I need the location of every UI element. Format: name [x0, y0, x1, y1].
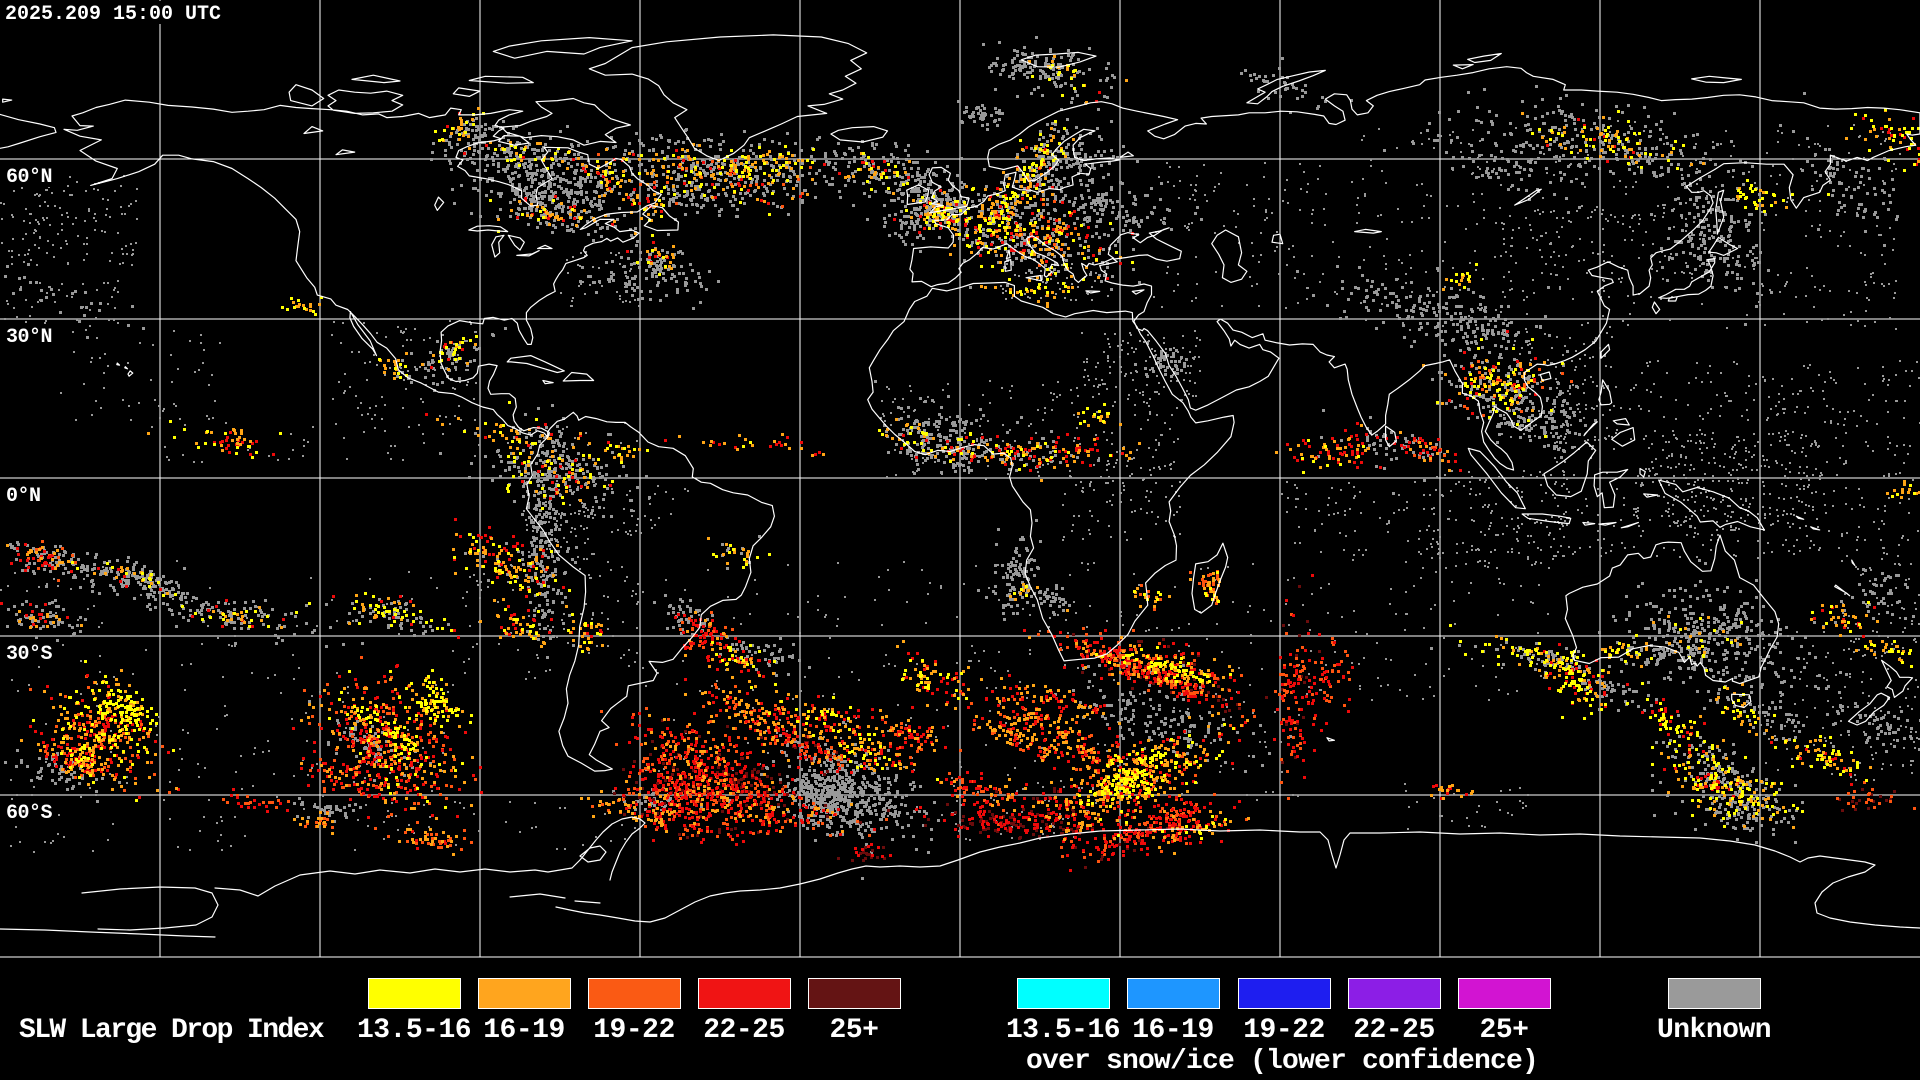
svg-text:60°S: 60°S [6, 802, 53, 825]
svg-text:over snow/ice (lower confidenc: over snow/ice (lower confidence) [1026, 1046, 1538, 1077]
svg-text:22-25: 22-25 [1353, 1015, 1435, 1046]
svg-text:0°N: 0°N [6, 485, 41, 508]
svg-text:30°N: 30°N [6, 326, 52, 349]
svg-text:Unknown: Unknown [1657, 1015, 1771, 1046]
svg-text:2025.209 15:00 UTC: 2025.209 15:00 UTC [5, 3, 221, 26]
svg-text:SLW Large Drop Index: SLW Large Drop Index [19, 1015, 325, 1046]
svg-text:19-22: 19-22 [593, 1015, 675, 1046]
svg-text:25+: 25+ [830, 1015, 879, 1046]
svg-text:19-22: 19-22 [1243, 1015, 1325, 1046]
svg-text:60°N: 60°N [6, 166, 52, 189]
svg-text:25+: 25+ [1480, 1015, 1529, 1046]
svg-text:13.5-16: 13.5-16 [1006, 1015, 1120, 1046]
svg-text:16-19: 16-19 [483, 1015, 565, 1046]
svg-text:16-19: 16-19 [1132, 1015, 1214, 1046]
svg-text:22-25: 22-25 [703, 1015, 785, 1046]
svg-text:13.5-16: 13.5-16 [357, 1015, 471, 1046]
svg-text:30°S: 30°S [6, 643, 53, 666]
